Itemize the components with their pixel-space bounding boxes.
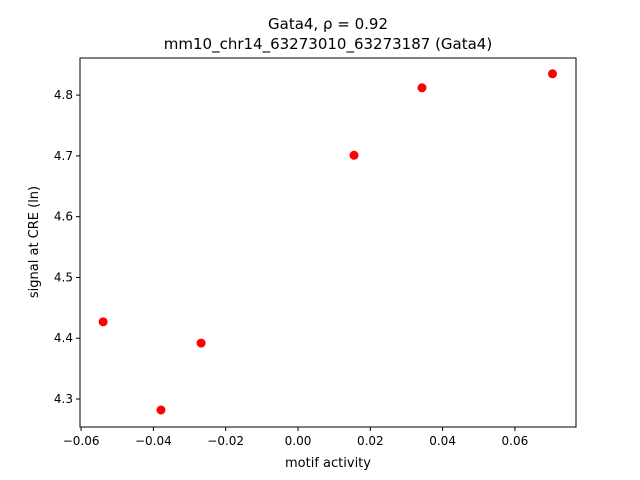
y-tick-label: 4.6 [54,210,73,224]
point [156,405,166,415]
point [417,83,427,93]
y-tick-label: 4.4 [54,331,73,345]
y-tick-label: 4.3 [54,392,73,406]
y-tick-label: 4.8 [54,88,73,102]
x-tick-label: −0.02 [207,434,244,448]
x-tick-label: −0.04 [135,434,172,448]
point [548,69,558,79]
chart-title: Gata4, ρ = 0.92 [268,15,388,33]
point [98,317,108,327]
point [349,150,359,160]
x-tick-label: 0.04 [429,434,456,448]
x-tick-label: 0.02 [357,434,384,448]
x-axis-label: motif activity [285,456,371,471]
y-tick-label: 4.5 [54,270,73,284]
point [196,338,206,348]
chart-subtitle: mm10_chr14_63273010_63273187 (Gata4) [164,35,492,54]
y-tick-label: 4.7 [54,149,73,163]
y-axis-label: signal at CRE (ln) [27,186,42,298]
x-tick-label: 0.00 [285,434,312,448]
plot-frame [79,57,577,428]
x-tick-label: −0.06 [63,434,100,448]
x-tick-label: 0.06 [502,434,529,448]
